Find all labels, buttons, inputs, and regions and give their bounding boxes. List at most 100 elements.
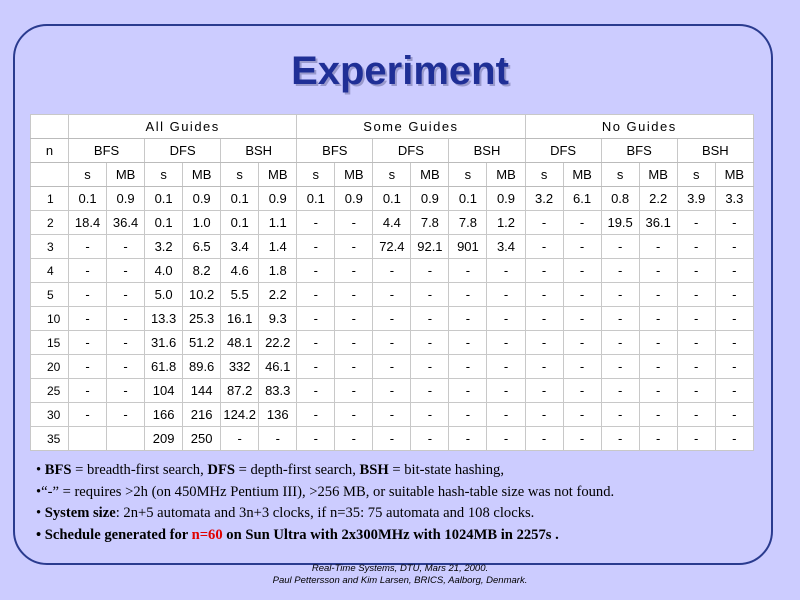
value-cell: - (600, 354, 640, 379)
s-header: s (144, 162, 184, 187)
value-cell: - (448, 354, 488, 379)
value-cell: 31.6 (144, 330, 184, 355)
value-cell: - (714, 306, 755, 331)
footer-line-1: Real-Time Systems, DTU, Mars 21, 2000. (311, 563, 489, 574)
value-cell: 166 (144, 402, 184, 427)
value-cell: - (296, 378, 336, 403)
mb-header: MB (258, 162, 298, 187)
value-cell: - (486, 306, 526, 331)
s-header: s (68, 162, 108, 187)
value-cell: - (676, 402, 716, 427)
value-cell: 0.1 (144, 210, 184, 235)
value-cell: 0.9 (106, 186, 146, 211)
value-cell: 7.8 (410, 210, 450, 235)
value-cell: - (372, 306, 412, 331)
group-header: No Guides (524, 114, 755, 139)
value-cell: 89.6 (182, 354, 222, 379)
value-cell: - (714, 258, 755, 283)
value-cell: 87.2 (220, 378, 260, 403)
value-cell: - (296, 306, 336, 331)
value-cell: - (106, 378, 146, 403)
value-cell: - (524, 210, 564, 235)
value-cell: 4.4 (372, 210, 412, 235)
value-cell: - (334, 330, 374, 355)
value-cell: - (296, 282, 336, 307)
value-cell: 901 (448, 234, 488, 259)
value-cell: - (106, 282, 146, 307)
value-cell: - (334, 402, 374, 427)
value-cell: - (448, 330, 488, 355)
value-cell: - (448, 306, 488, 331)
n-value: 3 (29, 234, 70, 259)
value-cell: - (372, 330, 412, 355)
value-cell: 13.3 (144, 306, 184, 331)
value-cell: - (296, 258, 336, 283)
value-cell: - (68, 378, 108, 403)
value-cell: - (562, 306, 602, 331)
value-cell: - (676, 426, 716, 451)
value-cell: - (638, 402, 678, 427)
s-header: s (296, 162, 336, 187)
value-cell: - (524, 378, 564, 403)
algorithm-header: DFS (144, 138, 222, 163)
algorithm-header: BFS (68, 138, 146, 163)
n-value: 4 (29, 258, 70, 283)
value-cell: - (106, 306, 146, 331)
note-system-size: • System size: 2n+5 automata and 3n+3 cl… (36, 503, 776, 525)
value-cell: - (676, 210, 716, 235)
value-cell: - (562, 402, 602, 427)
value-cell: - (562, 234, 602, 259)
value-cell: 4.6 (220, 258, 260, 283)
value-cell: - (638, 378, 678, 403)
n-value: 20 (29, 354, 70, 379)
value-cell: - (676, 354, 716, 379)
value-cell: - (486, 258, 526, 283)
value-cell: - (562, 378, 602, 403)
schedule-highlight: n=60 (191, 526, 223, 543)
value-cell: - (296, 234, 336, 259)
footer: Real-Time Systems, DTU, Mars 21, 2000. P… (0, 563, 800, 587)
value-cell: - (486, 426, 526, 451)
value-cell: - (562, 354, 602, 379)
value-cell: 9.3 (258, 306, 298, 331)
table-row: 5- -5.0 10.2 5.5 2.2- - - - - - - - - - - - (29, 282, 755, 307)
value-cell: - (638, 282, 678, 307)
value-cell: 83.3 (258, 378, 298, 403)
value-cell: 0.8 (600, 186, 640, 211)
table-row: 1 0.1 0.9 0.1 0.9 0.1 0.9 0.1 0.9 0.1 0.9 0.1 0.9 3.2… (29, 186, 755, 211)
value-cell: 3.2 (524, 186, 564, 211)
mb-header: MB (562, 162, 602, 187)
value-cell: 4.0 (144, 258, 184, 283)
value-cell: - (410, 282, 450, 307)
value-cell: - (410, 426, 450, 451)
n-value: 25 (29, 378, 70, 403)
value-cell: 61.8 (144, 354, 184, 379)
value-cell: 48.1 (220, 330, 260, 355)
value-cell: - (68, 402, 108, 427)
value-cell: - (106, 258, 146, 283)
group-header: All Guides (68, 114, 298, 139)
value-cell: 5.0 (144, 282, 184, 307)
mb-header: MB (714, 162, 755, 187)
n-value: 10 (29, 306, 70, 331)
value-cell: - (68, 258, 108, 283)
value-cell: 72.4 (372, 234, 412, 259)
value-cell: - (296, 210, 336, 235)
bfs-term: BFS (44, 462, 72, 478)
value-cell: 22.2 (258, 330, 298, 355)
mb-header: MB (182, 162, 222, 187)
value-cell: - (676, 330, 716, 355)
value-cell: - (296, 426, 336, 451)
value-cell: - (562, 258, 602, 283)
notes: • BFS = breadth-first search, DFS = dept… (36, 460, 776, 546)
value-cell: - (714, 354, 755, 379)
value-cell: - (486, 354, 526, 379)
corner-cell (29, 114, 70, 139)
value-cell: 2.2 (258, 282, 298, 307)
value-cell: - (562, 426, 602, 451)
value-cell: 0.9 (334, 186, 374, 211)
value-cell: 3.3 (714, 186, 755, 211)
value-cell: 0.1 (220, 210, 260, 235)
value-cell: - (334, 378, 374, 403)
algorithm-header: BFS (296, 138, 374, 163)
